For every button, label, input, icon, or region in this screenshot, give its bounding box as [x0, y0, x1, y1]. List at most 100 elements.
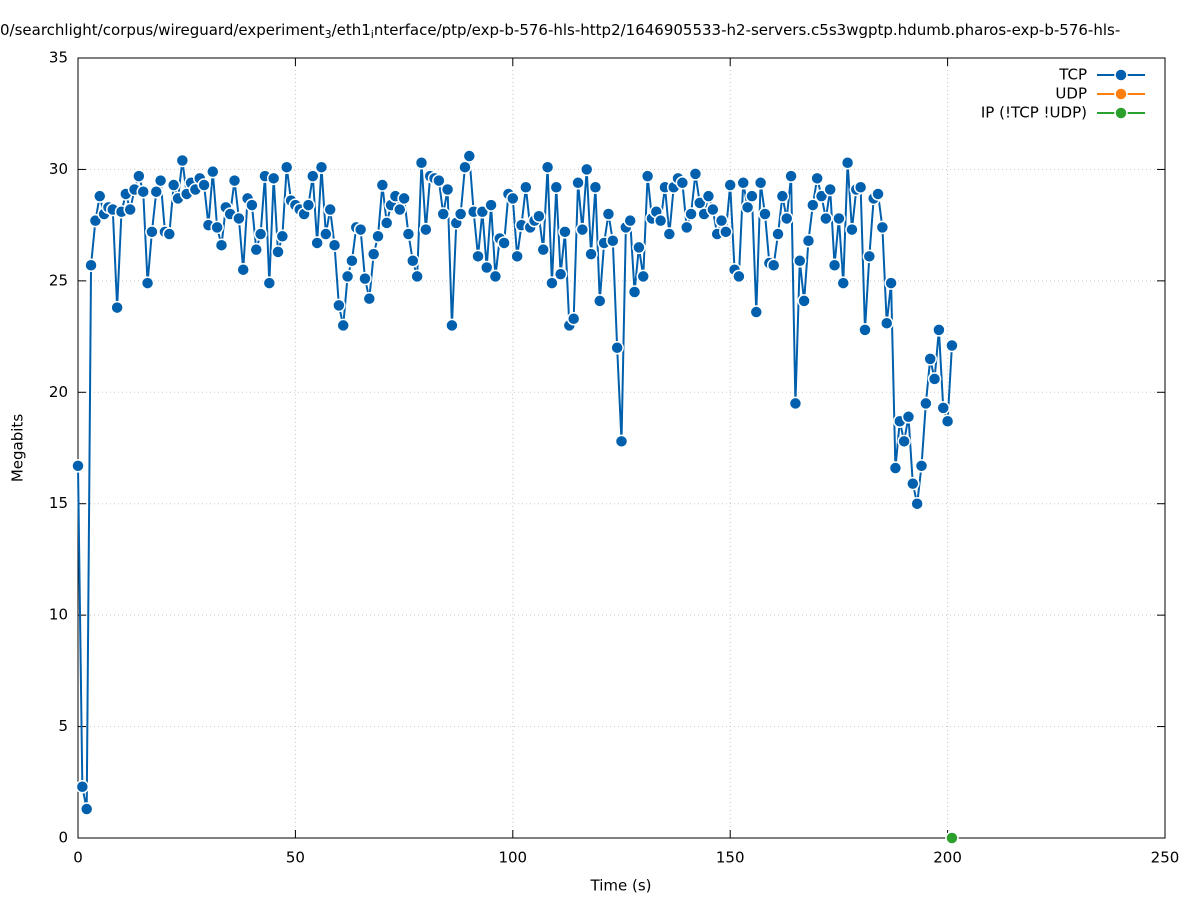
data-point: [832, 211, 846, 226]
data-point: [301, 198, 316, 212]
data-point: [279, 160, 294, 174]
data-point: [393, 202, 407, 217]
data-point: [410, 269, 424, 284]
data-point: [827, 258, 842, 273]
data-point: [314, 160, 329, 174]
y-tick-label: 5: [58, 717, 68, 735]
data-point: [914, 459, 929, 473]
data-point: [453, 207, 468, 221]
data-point: [636, 269, 650, 284]
data-point: [227, 173, 242, 188]
data-point: [214, 238, 229, 252]
y-tick-label: 10: [49, 606, 68, 624]
data-point: [419, 222, 433, 237]
data-point: [323, 202, 337, 217]
data-point: [601, 207, 616, 221]
data-point: [732, 269, 746, 284]
title-part: 0/searchlight/corpus/wireguard/experimen…: [0, 21, 325, 39]
data-point: [879, 316, 894, 330]
data-point: [206, 164, 220, 179]
data-point: [536, 242, 550, 257]
data-point: [745, 189, 759, 203]
data-point: [736, 176, 750, 190]
legend-label: IP (!TCP !UDP): [981, 104, 1087, 122]
data-point: [532, 209, 546, 223]
data-point: [166, 178, 181, 192]
data-point: [432, 173, 446, 188]
data-point: [836, 276, 850, 290]
data-point: [923, 352, 937, 366]
data-point: [632, 240, 646, 255]
data-point: [136, 184, 150, 199]
data-point: [888, 461, 903, 475]
data-point: [445, 318, 459, 333]
x-tick-label: 0: [73, 849, 83, 867]
data-point: [919, 396, 933, 411]
data-point: [714, 213, 729, 228]
data-point: [271, 245, 285, 259]
data-point: [162, 227, 177, 241]
data-point: [110, 300, 124, 315]
data-point: [545, 276, 559, 290]
data-point: [801, 233, 816, 248]
data-point: [945, 831, 959, 845]
data-point: [845, 222, 859, 237]
data-point: [245, 198, 259, 212]
data-point: [440, 182, 455, 197]
title-part: 3: [325, 28, 332, 41]
legend-label: TCP: [1058, 66, 1087, 84]
data-point: [306, 169, 320, 183]
data-point: [606, 233, 620, 248]
data-point: [88, 213, 103, 228]
data-point: [906, 476, 920, 491]
x-tick-label: 250: [1151, 849, 1180, 867]
data-point: [132, 169, 146, 183]
data-point: [588, 180, 603, 195]
data-point: [549, 180, 564, 195]
data-point: [771, 227, 785, 241]
data-point: [332, 298, 346, 313]
data-point: [266, 171, 281, 186]
y-tick-label: 25: [49, 271, 68, 289]
y-tick-label: 15: [49, 494, 68, 512]
data-point: [940, 414, 955, 429]
data-point: [210, 220, 224, 235]
data-point: [623, 213, 637, 228]
data-point: [558, 225, 572, 239]
data-point: [249, 242, 264, 257]
data-point: [579, 162, 594, 177]
data-point: [610, 340, 624, 355]
data-point: [406, 254, 420, 268]
data-point: [706, 202, 720, 217]
data-point: [471, 249, 485, 264]
data-point: [519, 180, 533, 195]
chart-title: 0/searchlight/corpus/wireguard/experimen…: [0, 21, 1120, 42]
data-point: [775, 189, 790, 203]
data-point: [853, 180, 868, 195]
x-tick-label: 150: [716, 849, 745, 867]
data-point: [614, 434, 629, 449]
data-point: [149, 184, 164, 199]
data-point: [575, 222, 590, 237]
data-point: [936, 401, 951, 415]
data-point: [814, 189, 829, 203]
data-point: [310, 236, 324, 250]
data-point: [675, 176, 690, 190]
y-tick-label: 0: [58, 829, 68, 847]
title-part: nterface/ptp/exp-b-576-hls-http2/1646905…: [374, 21, 1120, 39]
plot-border: [77, 57, 1166, 839]
data-point: [823, 182, 837, 197]
data-point: [462, 149, 477, 163]
data-point: [653, 213, 668, 228]
data-point: [497, 236, 511, 250]
data-point: [484, 198, 498, 212]
data-point: [571, 176, 585, 190]
data-point: [640, 169, 655, 183]
legend-marker: [1114, 68, 1128, 82]
data-point: [479, 260, 494, 275]
data-point: [175, 153, 190, 168]
data-point: [797, 294, 811, 308]
y-tick-label: 20: [49, 383, 68, 401]
data-point: [884, 276, 898, 290]
data-point: [719, 225, 733, 239]
